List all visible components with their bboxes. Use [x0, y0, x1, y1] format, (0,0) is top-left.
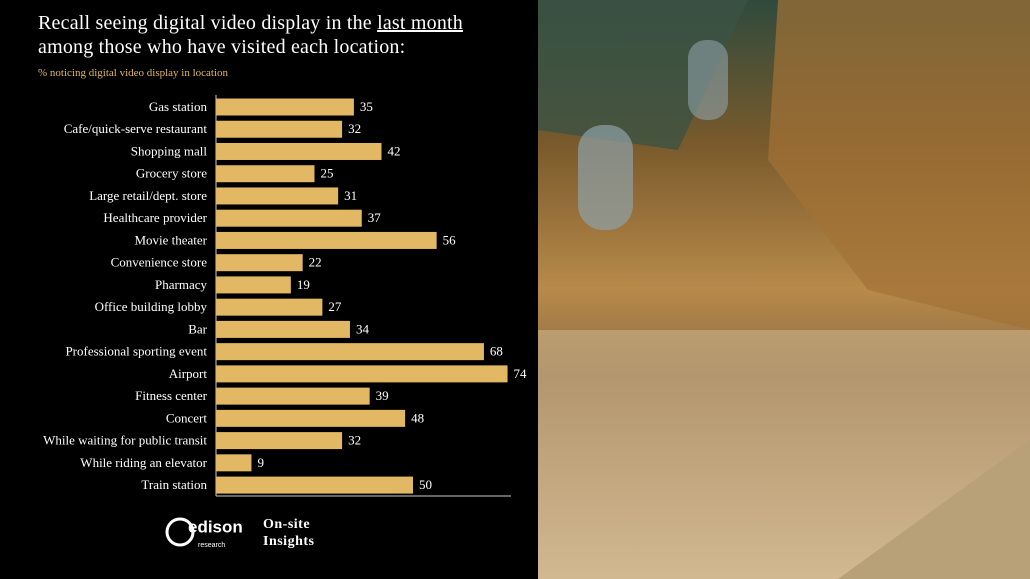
- title-emphasis: last month: [377, 12, 463, 34]
- subtitle: % noticing digital video display in loca…: [38, 67, 229, 79]
- bar: [216, 409, 406, 427]
- category-label: Airport: [169, 366, 208, 381]
- value-label: 35: [360, 99, 373, 114]
- bar: [216, 343, 484, 361]
- tagline: On-site: [263, 517, 310, 532]
- value-label: 27: [328, 299, 342, 314]
- floor: [538, 330, 1030, 579]
- category-label: Grocery store: [136, 166, 207, 181]
- category-label: Large retail/dept. store: [89, 188, 207, 203]
- title-text: Recall seeing digital video display in t…: [38, 12, 378, 34]
- category-label: Fitness center: [135, 388, 208, 403]
- logo-subtext: research: [198, 542, 225, 549]
- chart: edison research On-site Insights Gas sta…: [43, 95, 528, 549]
- value-label: 48: [411, 410, 424, 425]
- value-label: 50: [419, 477, 432, 492]
- category-label: Professional sporting event: [65, 344, 207, 359]
- bar: [216, 365, 508, 383]
- title-line: among those who have visited each locati…: [38, 36, 405, 59]
- category-label: Shopping mall: [131, 143, 208, 158]
- bar: [216, 298, 323, 316]
- value-label: 19: [297, 277, 310, 292]
- bar: [216, 187, 339, 205]
- value-label: 39: [376, 388, 389, 403]
- value-label: 42: [387, 143, 400, 158]
- category-label: Pharmacy: [155, 277, 207, 292]
- bar: [216, 276, 291, 294]
- bar: [216, 476, 413, 494]
- bar: [216, 254, 303, 272]
- bar: [216, 432, 343, 450]
- chart-panel: Recall seeing digital video display in t…: [38, 12, 528, 550]
- value-label: 9: [257, 455, 264, 470]
- category-label: Train station: [141, 477, 207, 492]
- value-label: 32: [348, 121, 361, 136]
- logo-text: edison: [188, 517, 243, 536]
- title-text: among those who have visited each locati…: [38, 36, 406, 58]
- logo-mark: [165, 517, 195, 547]
- photo: [538, 0, 1030, 579]
- bar: [216, 98, 354, 116]
- bar: [216, 387, 370, 405]
- value-label: 34: [356, 321, 370, 336]
- bar: [216, 142, 382, 160]
- window: [688, 40, 728, 120]
- category-label: While riding an elevator: [80, 455, 207, 470]
- logo: edison research On-site Insights: [165, 517, 315, 549]
- category-label: Cafe/quick-serve restaurant: [64, 121, 208, 136]
- stairs: [838, 440, 1030, 579]
- category-label: Concert: [166, 410, 208, 425]
- bar: [216, 320, 350, 338]
- bar: [216, 209, 362, 227]
- wall: [768, 0, 1030, 330]
- value-label: 32: [348, 433, 361, 448]
- bar: [216, 231, 437, 249]
- category-label: Gas station: [149, 99, 208, 114]
- bar: [216, 120, 343, 138]
- category-label: While waiting for public transit: [43, 433, 207, 448]
- category-label: Office building lobby: [95, 299, 208, 314]
- title-line: Recall seeing digital video display in t…: [38, 12, 463, 35]
- bar: [216, 165, 315, 183]
- bar: [216, 454, 252, 472]
- category-label: Bar: [188, 321, 207, 336]
- value-label: 37: [368, 210, 382, 225]
- value-label: 74: [514, 366, 528, 381]
- value-label: 22: [309, 255, 322, 270]
- window: [578, 125, 633, 230]
- category-label: Convenience store: [111, 255, 208, 270]
- value-label: 31: [344, 188, 357, 203]
- value-label: 68: [490, 344, 503, 359]
- category-label: Movie theater: [134, 232, 207, 247]
- value-label: 25: [321, 166, 334, 181]
- value-label: 56: [443, 232, 457, 247]
- tagline: Insights: [263, 534, 315, 549]
- category-label: Healthcare provider: [103, 210, 207, 225]
